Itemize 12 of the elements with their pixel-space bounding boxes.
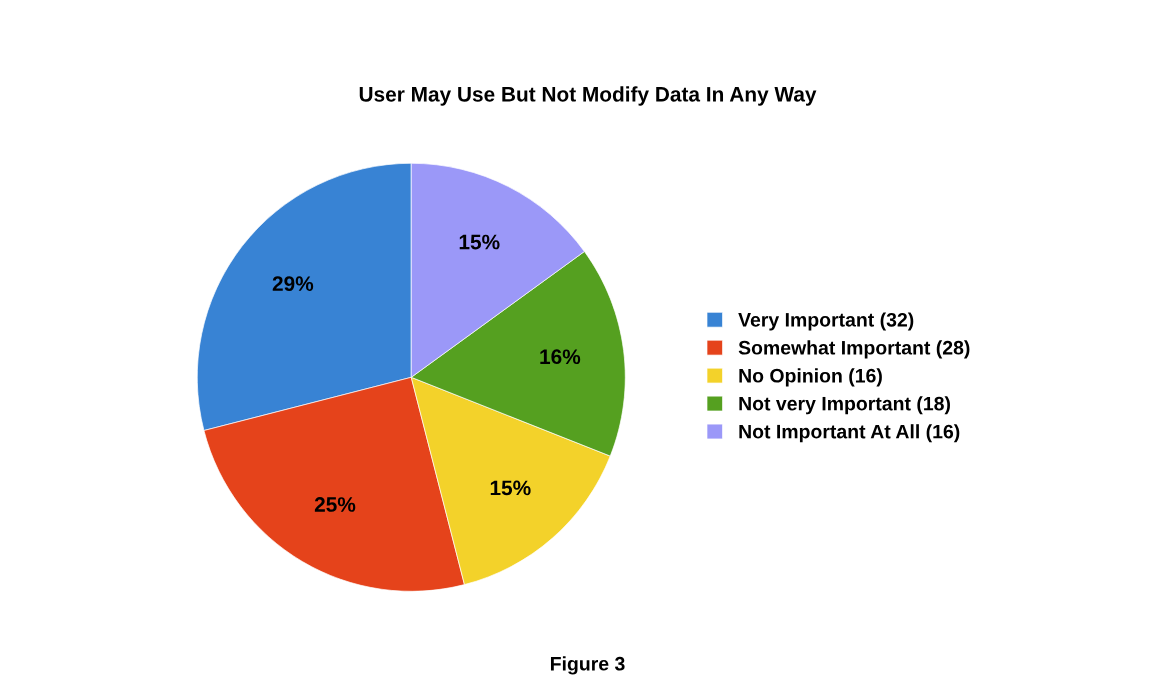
chart-title: User May Use But Not Modify Data In Any Way (359, 86, 817, 106)
data-label: 15% (490, 480, 531, 496)
data-label: 25% (314, 497, 356, 512)
legend-label: Not very Important (18) (739, 396, 950, 415)
caption: Figure 3 (550, 656, 625, 675)
legend-label: Very Important (32) (738, 312, 914, 331)
data-label: 16% (540, 349, 581, 365)
data-label: 29% (272, 276, 314, 292)
legend-label: Not Important At All (16) (739, 424, 960, 443)
legend-label: Somewhat Important (28) (738, 340, 970, 359)
data-label: 15% (459, 234, 500, 250)
legend-label: No Opinion (16) (739, 368, 882, 387)
